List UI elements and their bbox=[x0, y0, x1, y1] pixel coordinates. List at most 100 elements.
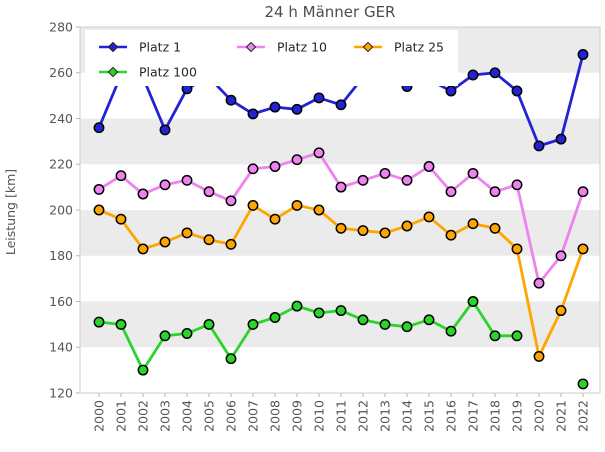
legend-item: Platz 10 bbox=[237, 40, 327, 55]
data-point bbox=[533, 350, 545, 362]
x-tick-label: 2010 bbox=[312, 400, 327, 432]
series-platz-25 bbox=[93, 199, 589, 362]
x-tick-label: 2022 bbox=[576, 400, 591, 432]
data-point bbox=[93, 316, 105, 328]
x-tick-label: 2006 bbox=[224, 400, 239, 432]
legend-label: Platz 10 bbox=[277, 40, 327, 55]
data-point bbox=[137, 243, 149, 255]
data-point bbox=[93, 204, 105, 216]
x-tick-label: 2005 bbox=[202, 400, 217, 432]
plot-border bbox=[79, 26, 601, 394]
data-point bbox=[489, 330, 501, 342]
data-point bbox=[577, 49, 589, 60]
data-point bbox=[335, 181, 347, 193]
series-platz-10 bbox=[93, 147, 589, 289]
data-point bbox=[511, 243, 523, 255]
data-point bbox=[401, 321, 413, 333]
data-point bbox=[247, 108, 259, 120]
data-point bbox=[313, 92, 325, 104]
data-point bbox=[401, 220, 413, 232]
data-point bbox=[225, 238, 237, 250]
data-point bbox=[181, 328, 193, 339]
data-point bbox=[159, 236, 171, 248]
data-point bbox=[247, 318, 259, 330]
legend-label: Platz 1 bbox=[139, 40, 181, 55]
data-point bbox=[423, 211, 435, 223]
series-platz-100 bbox=[93, 296, 589, 390]
data-point bbox=[313, 204, 325, 216]
data-point bbox=[115, 318, 127, 330]
data-point bbox=[467, 167, 479, 179]
x-tick-label: 2003 bbox=[158, 400, 173, 432]
data-point bbox=[269, 312, 281, 323]
data-point bbox=[159, 179, 171, 191]
legend-box bbox=[85, 30, 458, 86]
legend-marker-diamond bbox=[107, 41, 119, 53]
data-point bbox=[335, 99, 347, 111]
x-tick-label: 2004 bbox=[180, 400, 195, 432]
data-point bbox=[335, 305, 347, 317]
data-point bbox=[489, 67, 501, 79]
data-point bbox=[115, 213, 127, 225]
x-tick-label: 2012 bbox=[356, 400, 371, 432]
data-point bbox=[445, 325, 457, 337]
plot-frame bbox=[79, 26, 601, 394]
legend-item: Platz 100 bbox=[99, 65, 197, 80]
data-point bbox=[291, 199, 303, 211]
data-point bbox=[357, 225, 369, 237]
data-point bbox=[467, 69, 479, 81]
data-point bbox=[159, 124, 171, 136]
data-point bbox=[181, 227, 193, 239]
data-point bbox=[511, 85, 523, 97]
data-point bbox=[291, 300, 303, 312]
data-point bbox=[555, 250, 567, 262]
x-tick-label: 2018 bbox=[488, 400, 503, 432]
x-tick-label: 2020 bbox=[532, 400, 547, 432]
data-point bbox=[467, 296, 479, 307]
data-point bbox=[423, 161, 435, 172]
data-point bbox=[269, 161, 281, 172]
x-tick-label: 2001 bbox=[114, 400, 129, 432]
data-point bbox=[379, 318, 391, 330]
y-tick-label: 200 bbox=[49, 202, 73, 217]
data-point bbox=[93, 122, 105, 134]
data-point bbox=[511, 330, 523, 342]
data-point bbox=[159, 330, 171, 342]
legend-label: Platz 25 bbox=[394, 40, 444, 55]
x-tick-label: 2017 bbox=[466, 400, 481, 432]
x-tick-label: 2009 bbox=[290, 400, 305, 432]
legend-item: Platz 25 bbox=[354, 40, 444, 55]
x-tick-label: 2000 bbox=[92, 400, 107, 432]
y-tick-label: 220 bbox=[49, 157, 73, 172]
data-point bbox=[225, 94, 237, 106]
y-tick-label: 180 bbox=[49, 248, 73, 263]
data-point bbox=[357, 314, 369, 326]
data-point bbox=[313, 307, 325, 319]
data-point bbox=[555, 133, 567, 145]
data-point bbox=[533, 277, 545, 289]
data-point bbox=[269, 101, 281, 113]
data-point bbox=[181, 174, 193, 186]
x-tick-label: 2014 bbox=[400, 400, 415, 432]
data-point bbox=[533, 140, 545, 152]
data-point bbox=[445, 229, 457, 241]
legend-label: Platz 100 bbox=[139, 65, 197, 80]
legend-marker-diamond bbox=[362, 41, 374, 53]
data-point bbox=[203, 234, 215, 246]
data-point bbox=[137, 188, 149, 200]
x-tick-label: 2002 bbox=[136, 400, 151, 432]
legend: Platz 1 Platz 10 Platz 25 Platz 100 bbox=[85, 30, 458, 86]
x-tick-label: 2011 bbox=[334, 400, 349, 432]
y-tick-label: 240 bbox=[49, 111, 73, 126]
x-tick-label: 2008 bbox=[268, 400, 283, 432]
data-point bbox=[269, 213, 281, 225]
chart-title: 24 h Männer GER bbox=[265, 3, 396, 21]
data-point bbox=[555, 305, 567, 317]
y-axis-title: Leistung [km] bbox=[3, 169, 18, 255]
x-tick-label: 2021 bbox=[554, 400, 569, 432]
x-tick-label: 2013 bbox=[378, 400, 393, 432]
data-point bbox=[357, 174, 369, 186]
data-point bbox=[577, 243, 589, 255]
